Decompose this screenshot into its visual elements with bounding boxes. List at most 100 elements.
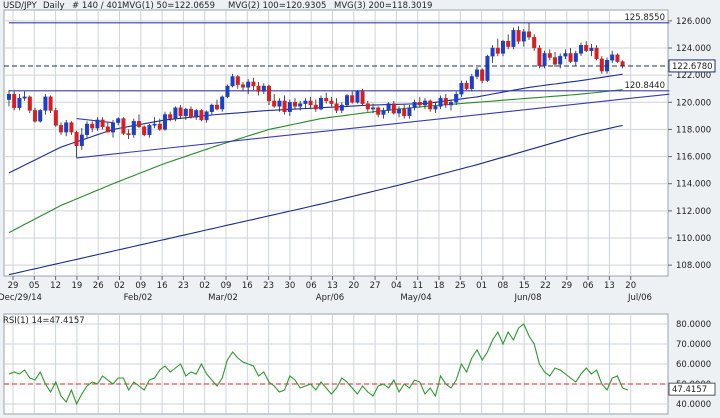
candle-body xyxy=(235,76,240,85)
candle-body xyxy=(521,31,526,42)
last-price-box xyxy=(668,59,716,73)
candle-body xyxy=(204,111,209,121)
candle-body xyxy=(313,104,318,110)
candle-body xyxy=(136,121,141,127)
candle-body xyxy=(553,57,558,65)
candle-body xyxy=(110,122,115,133)
candle-body xyxy=(365,103,370,110)
candle-body xyxy=(22,96,27,99)
candle-body xyxy=(157,123,162,130)
candle-body xyxy=(584,45,589,51)
moving-average-line-2 xyxy=(8,89,623,234)
date-tick-label: 02 xyxy=(114,281,125,291)
candle-body xyxy=(610,54,615,61)
date-month-label: May/04 xyxy=(400,293,431,303)
date-tick-label: 20 xyxy=(348,281,359,291)
candle-body xyxy=(246,81,251,88)
rsi-y-axis: 80.000070.000060.000050.000040.000047.41… xyxy=(668,320,716,410)
date-tick-label: 04 xyxy=(391,281,402,291)
price-y-axis: 126.000 124.000 122.000 120.000 118.000 116.0… xyxy=(668,17,716,271)
candle-body xyxy=(131,121,136,136)
candle-body xyxy=(438,98,443,107)
candle-body xyxy=(95,119,100,129)
candle-body xyxy=(308,100,313,106)
candle-body xyxy=(64,122,69,133)
chart-header: USD/JPY Daily # 140 / 401 MVG(1) 50=122.… xyxy=(3,1,432,11)
trendline xyxy=(76,93,670,159)
candle-body xyxy=(43,96,48,111)
candle-body xyxy=(199,110,204,121)
date-tick-label: 01 xyxy=(476,281,487,291)
candle-body xyxy=(74,131,79,146)
price-y-tick-label: 126.000 xyxy=(676,17,711,27)
date-tick-label: 27 xyxy=(370,281,381,291)
date-tick-label: 16 xyxy=(157,281,168,291)
date-tick-label: 29 xyxy=(561,281,572,291)
price-y-tick-label: 122.000 xyxy=(676,71,711,81)
candle-body xyxy=(589,47,594,51)
candle-body xyxy=(485,55,490,81)
candle-body xyxy=(397,108,402,114)
candle-body xyxy=(599,58,604,72)
candle-body xyxy=(469,76,474,89)
date-tick-label: 13 xyxy=(327,281,338,291)
candle-body xyxy=(516,30,521,42)
candle-body xyxy=(173,107,178,119)
candle-body xyxy=(168,114,173,119)
candle-body xyxy=(126,133,131,136)
candle-body xyxy=(449,102,454,106)
date-tick-label: 12 xyxy=(50,281,61,291)
candle-body xyxy=(417,102,422,106)
date-tick-label: 26 xyxy=(93,281,104,291)
candle-body xyxy=(214,104,219,110)
date-month-label: Mar/02 xyxy=(208,293,238,303)
price-series-layer: 125.8550 120.8440 xyxy=(4,13,670,276)
candle-body xyxy=(495,47,500,54)
candle-body xyxy=(475,69,480,77)
candle-body xyxy=(256,85,261,92)
date-tick-label: 20 xyxy=(625,281,636,291)
candle-body xyxy=(339,104,344,111)
candle-body xyxy=(287,102,292,112)
candle-body xyxy=(542,53,547,66)
candle-body xyxy=(345,95,350,106)
date-tick-label: 16 xyxy=(242,281,253,291)
price-y-tick-label: 110.000 xyxy=(676,234,711,244)
candle-body xyxy=(350,95,355,103)
candle-body xyxy=(459,83,464,95)
candle-body xyxy=(527,31,532,38)
date-month-label: Jul/06 xyxy=(627,293,652,303)
candle-body xyxy=(324,98,329,102)
rsi-series-layer xyxy=(4,323,668,406)
date-tick-label: 06 xyxy=(306,281,317,291)
rsi-panel[interactable]: 80.000070.000060.000050.000040.000047.41… xyxy=(3,313,716,415)
candle-body xyxy=(620,61,625,67)
candle-body xyxy=(319,98,324,110)
moving-average-line-3 xyxy=(8,124,623,276)
price-y-tick-label: 120.000 xyxy=(676,98,711,108)
candle-body xyxy=(17,98,22,108)
price-plot-area[interactable] xyxy=(3,9,669,277)
candle-body xyxy=(6,93,11,100)
candle-body xyxy=(558,55,563,65)
candle-body xyxy=(121,118,126,134)
trendline xyxy=(76,118,114,124)
candle-body xyxy=(454,93,459,103)
candle-body xyxy=(579,45,584,54)
price-y-tick-label: 114.000 xyxy=(676,180,711,190)
candle-body xyxy=(381,110,386,115)
date-tick-label: 11 xyxy=(412,281,423,291)
date-tick-label: 06 xyxy=(583,281,594,291)
header-mvg3: MVG(3) 200=118.3019 xyxy=(334,1,432,11)
date-tick-label: 18 xyxy=(434,281,445,291)
rsi-y-tick-label: 80.0000 xyxy=(676,320,711,330)
candle-body xyxy=(532,36,537,49)
candle-body xyxy=(152,123,157,126)
candle-body xyxy=(391,103,396,114)
date-tick-label: 09 xyxy=(221,281,232,291)
candle-body xyxy=(142,126,147,136)
candle-body xyxy=(443,98,448,106)
date-tick-label: 19 xyxy=(71,281,82,291)
